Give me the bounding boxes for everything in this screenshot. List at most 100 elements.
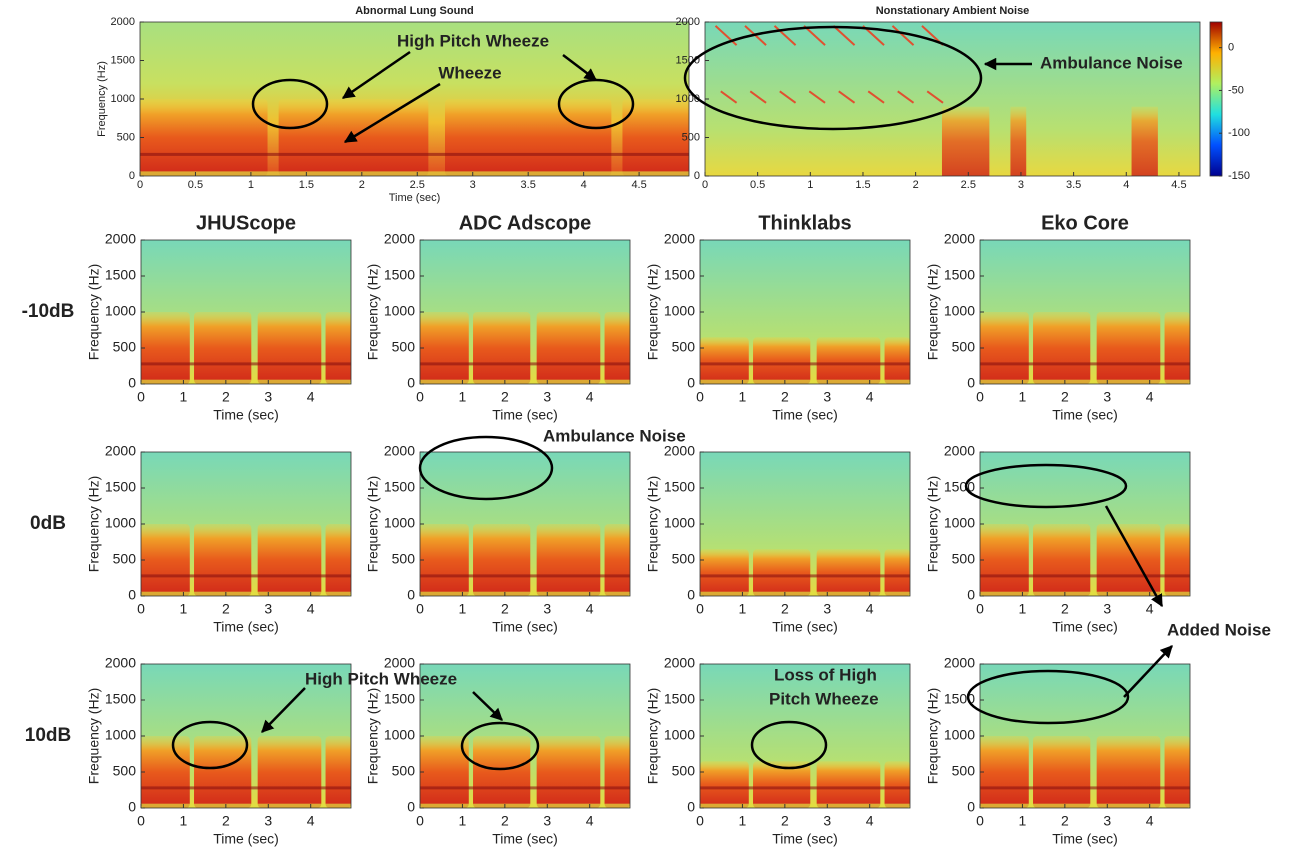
x-tick-label: 2 (1061, 389, 1069, 405)
x-axis-label: Time (sec) (213, 407, 279, 423)
x-tick-label: 3 (823, 389, 831, 405)
spectrogram-texture (980, 524, 1029, 596)
x-tick-label: 1 (739, 813, 747, 829)
spectrogram-texture (1165, 524, 1190, 596)
x-tick-label: 2 (1061, 601, 1069, 617)
spectrogram-texture (700, 761, 749, 808)
x-tick-label: 1 (248, 179, 254, 191)
y-tick-label: 2000 (676, 16, 700, 28)
spectrogram-texture (420, 786, 630, 789)
x-tick-label: 4.5 (631, 179, 646, 191)
y-tick-label: 1500 (384, 691, 415, 707)
x-tick-label: 3 (264, 813, 272, 829)
x-tick-label: 3 (823, 601, 831, 617)
spectrogram-texture (885, 761, 910, 808)
y-tick-label: 1000 (384, 727, 415, 743)
x-tick-label: 1 (180, 389, 188, 405)
annotation: Loss of High (774, 665, 877, 684)
x-tick-label: 1 (739, 601, 747, 617)
y-tick-label: 1000 (105, 303, 136, 319)
spectrogram-texture (1132, 107, 1158, 176)
chart-title: JHUScope (196, 212, 296, 234)
y-tick-label: 0 (128, 587, 136, 603)
y-tick-label: 0 (407, 799, 415, 815)
y-tick-label: 1500 (105, 479, 136, 495)
x-tick-label: 4 (866, 389, 874, 405)
x-tick-label: 1 (180, 813, 188, 829)
x-axis-label: Time (sec) (772, 619, 838, 635)
spectrogram-texture (420, 312, 469, 384)
x-tick-label: 2 (501, 389, 509, 405)
x-tick-label: 2 (781, 601, 789, 617)
spectrogram-texture (141, 804, 351, 808)
x-tick-label: 4 (586, 813, 594, 829)
spectrogram-texture (885, 549, 910, 596)
y-tick-label: 2000 (944, 231, 975, 247)
y-tick-label: 1500 (384, 479, 415, 495)
spectrogram-texture (605, 524, 630, 596)
spectrogram-texture (605, 736, 630, 808)
y-tick-label: 1500 (384, 267, 415, 283)
x-tick-label: 0 (137, 813, 145, 829)
x-tick-label: 0 (416, 813, 424, 829)
spectrogram-texture (700, 592, 910, 596)
x-tick-label: 0 (702, 179, 708, 191)
spectrogram-texture (537, 312, 601, 384)
spectrogram-texture (141, 312, 190, 384)
x-tick-label: 1 (459, 813, 467, 829)
panel: 012340500100015002000Time (sec)Frequency… (925, 443, 1190, 635)
spectrogram-texture (445, 99, 611, 176)
y-axis-label: Frequency (Hz) (365, 688, 381, 784)
y-tick-label: 2000 (384, 443, 415, 459)
y-tick-label: 1500 (105, 691, 136, 707)
y-tick-label: 1000 (664, 727, 695, 743)
x-tick-label: 0 (137, 179, 143, 191)
spectrogram-texture (141, 524, 190, 596)
y-tick-label: 0 (967, 375, 975, 391)
y-axis-label: Frequency (Hz) (925, 688, 941, 784)
x-tick-label: 0 (137, 389, 145, 405)
spectrogram-texture (258, 312, 322, 384)
x-tick-label: 2 (222, 601, 230, 617)
spectrogram-texture (140, 99, 268, 176)
x-tick-label: 3.5 (521, 179, 536, 191)
y-tick-label: 0 (694, 170, 700, 182)
spectrogram-texture (420, 804, 630, 808)
y-tick-label: 500 (392, 339, 416, 355)
x-tick-label: 3 (1103, 813, 1111, 829)
spectrogram-texture (980, 380, 1190, 384)
y-tick-label: 0 (128, 375, 136, 391)
spectrogram-texture (700, 362, 910, 365)
colorbar-tick-label: -50 (1228, 84, 1244, 96)
y-tick-label: 2000 (384, 655, 415, 671)
x-tick-label: 4 (866, 813, 874, 829)
x-tick-label: 0 (416, 389, 424, 405)
panel: 00.511.522.533.544.50500100015002000Time… (96, 5, 689, 204)
x-tick-label: 0.5 (188, 179, 203, 191)
spectrogram-texture (420, 524, 469, 596)
x-tick-label: 4 (586, 601, 594, 617)
spectrogram-texture (700, 380, 910, 384)
spectrogram-texture (1165, 312, 1190, 384)
spectrogram-texture (942, 107, 989, 176)
y-tick-label: 500 (392, 551, 416, 567)
y-tick-label: 1500 (105, 267, 136, 283)
spectrogram-texture (605, 312, 630, 384)
x-axis-label: Time (sec) (772, 407, 838, 423)
x-tick-label: 0 (976, 601, 984, 617)
x-tick-label: 1.5 (855, 179, 870, 191)
x-tick-label: 3 (1018, 179, 1024, 191)
spectrogram-texture (885, 337, 910, 384)
spectrogram-texture (817, 761, 881, 808)
spectrogram-texture (473, 312, 530, 384)
y-tick-label: 2000 (664, 655, 695, 671)
spectrogram-texture (1033, 524, 1090, 596)
y-tick-label: 1000 (384, 303, 415, 319)
y-tick-label: 1000 (105, 727, 136, 743)
x-tick-label: 3 (264, 389, 272, 405)
spectrogram-texture (980, 592, 1190, 596)
row-label: 10dB (25, 725, 71, 746)
panel: 012340500100015002000Time (sec)Frequency… (645, 443, 910, 635)
x-tick-label: 1.5 (299, 179, 314, 191)
spectrogram-texture (817, 549, 881, 596)
